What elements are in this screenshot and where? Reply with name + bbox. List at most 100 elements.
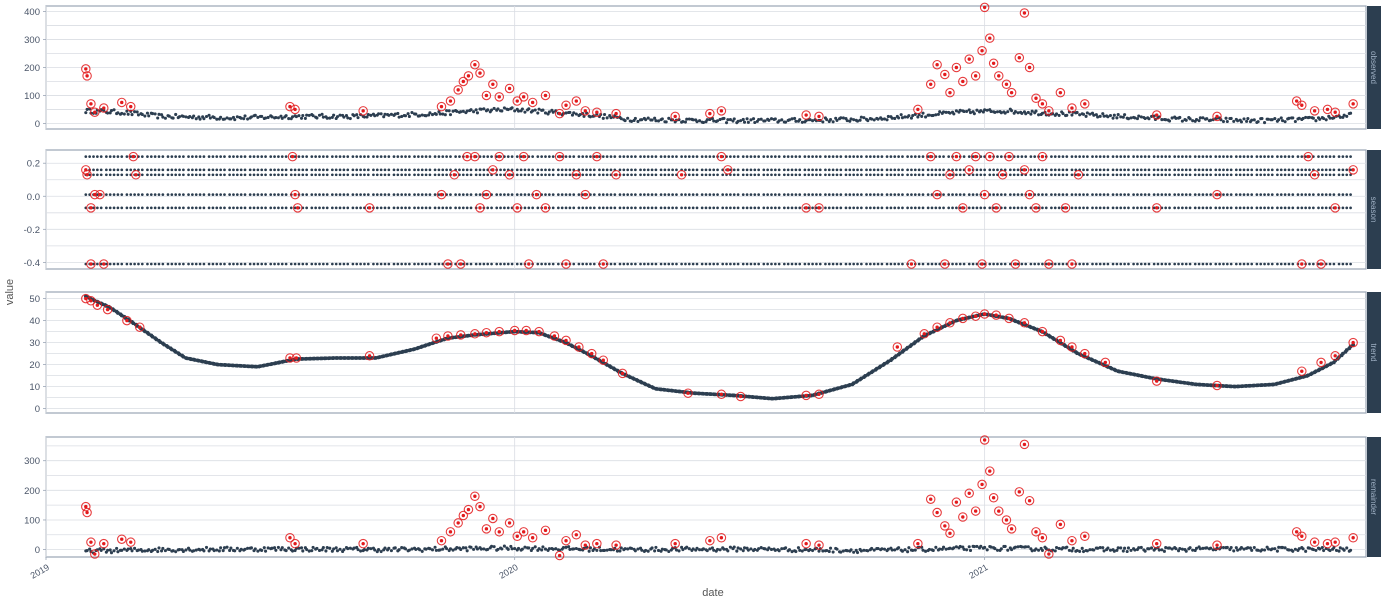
- data-point: [629, 546, 634, 550]
- data-point: [116, 206, 120, 210]
- data-point: [1291, 116, 1295, 120]
- data-point: [835, 118, 839, 122]
- data-point: [1065, 168, 1069, 172]
- data-point: [1050, 193, 1053, 196]
- data-point: [852, 262, 856, 266]
- data-point: [1053, 173, 1057, 177]
- data-point: [322, 155, 325, 158]
- data-point: [389, 112, 393, 116]
- anomaly-point: [601, 262, 605, 266]
- data-point: [92, 206, 95, 210]
- data-point: [366, 168, 370, 172]
- data-point: [359, 549, 363, 553]
- anomaly-point: [994, 313, 998, 317]
- data-point: [170, 193, 174, 196]
- anomaly-point: [954, 65, 959, 70]
- data-point: [215, 168, 219, 172]
- data-point: [1283, 173, 1287, 177]
- data-point: [428, 193, 432, 196]
- data-point: [519, 173, 523, 177]
- data-point: [605, 206, 609, 210]
- data-point: [301, 155, 305, 158]
- anomaly-ring: [592, 151, 602, 162]
- data-point: [166, 168, 170, 172]
- anomaly-point: [948, 173, 952, 177]
- anomaly-point: [1022, 168, 1027, 172]
- data-point: [675, 262, 678, 266]
- data-point: [1016, 193, 1020, 196]
- data-point: [906, 155, 909, 158]
- data-point: [585, 173, 588, 177]
- data-point: [1349, 193, 1352, 196]
- data-point: [654, 173, 658, 177]
- anomaly-point: [673, 114, 677, 119]
- data-point: [947, 193, 951, 196]
- data-point: [1020, 111, 1024, 115]
- data-point: [1209, 118, 1213, 122]
- data-point: [328, 546, 332, 550]
- anomaly-point: [1040, 154, 1045, 159]
- data-point: [1119, 155, 1123, 158]
- data-point: [537, 107, 541, 111]
- data-point: [1024, 112, 1028, 116]
- data-point: [1229, 168, 1233, 172]
- data-point: [818, 173, 822, 177]
- data-point: [1037, 168, 1040, 172]
- data-point: [1201, 116, 1205, 120]
- data-point: [544, 168, 547, 172]
- anomaly-point: [1047, 262, 1051, 266]
- anomaly-point: [967, 491, 971, 495]
- data-point: [105, 193, 108, 196]
- data-point: [680, 206, 683, 210]
- data-point: [311, 545, 315, 549]
- data-point: [232, 262, 235, 266]
- anomaly-point: [574, 533, 579, 537]
- data-point: [701, 547, 705, 551]
- data-point: [1263, 206, 1266, 210]
- data-point: [1123, 206, 1126, 210]
- data-point: [262, 546, 266, 550]
- data-point: [1214, 168, 1218, 172]
- data-point: [1029, 173, 1033, 177]
- data-point: [684, 206, 687, 210]
- data-point: [989, 545, 993, 549]
- data-point: [359, 206, 362, 210]
- data-point: [280, 206, 284, 210]
- data-point: [1123, 113, 1127, 117]
- data-point: [762, 262, 766, 266]
- data-point: [818, 262, 822, 266]
- data-point: [728, 118, 732, 122]
- data-point: [342, 548, 346, 552]
- data-point: [1184, 193, 1188, 196]
- data-point: [355, 262, 359, 266]
- data-point: [243, 193, 247, 196]
- anomaly-ring: [1212, 111, 1222, 122]
- anomaly-point: [935, 192, 939, 197]
- data-point: [667, 262, 671, 266]
- data-point: [454, 193, 457, 196]
- data-point: [860, 206, 863, 210]
- anomaly-point: [521, 95, 526, 99]
- data-point: [581, 262, 585, 266]
- data-point: [445, 206, 448, 210]
- anomaly-ring: [1303, 151, 1313, 162]
- data-point: [273, 206, 276, 210]
- data-point: [909, 116, 913, 120]
- data-point: [320, 112, 324, 116]
- data-point: [913, 168, 917, 172]
- data-point: [178, 193, 181, 196]
- data-point: [626, 116, 630, 120]
- data-point: [338, 262, 342, 266]
- data-point: [1086, 168, 1089, 172]
- anomaly-point: [564, 338, 568, 343]
- anomaly-point: [293, 107, 297, 112]
- data-point: [965, 548, 969, 552]
- data-point: [704, 173, 708, 177]
- data-point: [513, 546, 517, 551]
- data-point: [482, 173, 486, 177]
- data-point: [301, 262, 305, 266]
- anomaly-ring: [518, 92, 529, 102]
- data-point: [1020, 206, 1024, 210]
- data-point: [687, 262, 691, 266]
- data-point: [698, 548, 702, 552]
